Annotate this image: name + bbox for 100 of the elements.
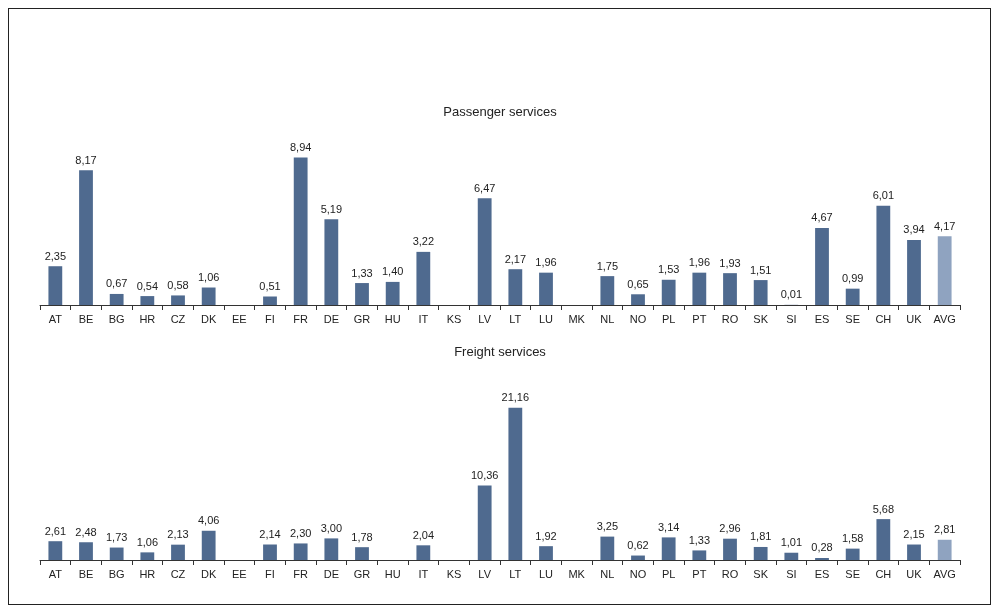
x-tick-label: PL: [661, 312, 676, 325]
x-tick-label: HU: [384, 567, 401, 580]
x-tick-label: PL: [661, 567, 676, 580]
x-tick-label: SI: [786, 312, 797, 325]
bar: [600, 536, 615, 560]
x-tick-label: HR: [139, 312, 156, 325]
data-label: 0,99: [841, 272, 864, 285]
bar: [937, 539, 952, 560]
data-label: 1,06: [197, 271, 220, 284]
data-label: 3,94: [903, 223, 925, 236]
bar: [324, 538, 339, 560]
bar: [815, 557, 829, 560]
bar: [48, 266, 63, 305]
bar: [477, 485, 492, 560]
x-tick-label: IT: [418, 312, 429, 325]
x-tick-label: NO: [629, 312, 647, 325]
x-tick-label: CZ: [170, 312, 186, 325]
data-label: 1,92: [535, 529, 557, 542]
x-tick-label: SE: [845, 567, 861, 580]
data-label: 1,75: [596, 259, 619, 272]
x-tick-label: HU: [384, 312, 401, 325]
bar: [723, 273, 737, 305]
x-tick-label: SK: [753, 312, 769, 325]
bar: [631, 294, 645, 305]
data-label: 2,48: [75, 525, 97, 538]
data-label: 1,53: [657, 263, 680, 276]
x-tick-label: ES: [814, 567, 830, 580]
x-tick-label: FI: [265, 312, 275, 325]
x-tick-label: LU: [538, 567, 554, 580]
bar: [477, 198, 492, 305]
bar: [140, 296, 155, 305]
x-tick-label: DE: [323, 312, 339, 325]
x-tick-label: KS: [446, 567, 462, 580]
bar: [539, 272, 553, 305]
data-label: 0,67: [105, 277, 128, 290]
x-tick-label: BG: [108, 567, 125, 580]
bar: [140, 552, 155, 560]
bar: [876, 519, 891, 560]
bar: [753, 280, 768, 305]
x-tick-label: NO: [629, 567, 647, 580]
data-label: 5,68: [872, 502, 895, 515]
data-label: 21,16: [501, 391, 530, 404]
x-tick-label: AT: [48, 567, 63, 580]
data-label: 2,30: [289, 526, 312, 539]
x-tick-label: UK: [906, 312, 923, 325]
x-tick-label: CH: [875, 312, 892, 325]
data-label: 2,35: [44, 249, 67, 262]
x-tick-label: BE: [78, 312, 94, 325]
data-label: 0,54: [136, 279, 159, 292]
x-tick-label: EE: [231, 567, 247, 580]
bar: [539, 546, 553, 560]
x-tick-label: ES: [814, 312, 830, 325]
data-label: 1,01: [780, 536, 803, 549]
bar: [263, 296, 277, 305]
data-label: 3,14: [657, 520, 680, 533]
bar: [48, 541, 63, 560]
data-label: 1,51: [749, 263, 772, 276]
bar: [293, 543, 308, 560]
data-label: 8,17: [75, 153, 97, 166]
x-tick-label: LV: [478, 567, 492, 580]
x-tick-label: RO: [721, 312, 739, 325]
bar: [661, 537, 676, 560]
bar: [876, 205, 891, 305]
x-tick-label: PT: [692, 312, 707, 325]
bar: [355, 547, 369, 560]
bar: [907, 239, 921, 305]
bar: [508, 407, 523, 560]
x-tick-label: AVG: [933, 312, 956, 325]
data-label: 5,19: [320, 202, 343, 215]
x-tick-label: KS: [446, 312, 462, 325]
x-tick-label: NL: [600, 567, 615, 580]
x-tick-label: SE: [845, 312, 861, 325]
x-tick-label: DK: [201, 312, 217, 325]
data-label: 1,06: [136, 535, 159, 548]
data-label: 0,65: [627, 277, 649, 290]
data-label: 3,00: [320, 521, 343, 534]
x-tick-label: BE: [78, 567, 94, 580]
data-label: 2,15: [903, 528, 925, 541]
bar: [385, 281, 400, 305]
bar: [201, 530, 216, 560]
bar: [907, 544, 921, 560]
x-tick-label: SK: [753, 567, 769, 580]
bar: [845, 288, 860, 305]
data-label: 2,04: [412, 528, 435, 541]
bar: [815, 227, 829, 305]
data-label: 1,93: [719, 256, 741, 269]
x-tick-label: LU: [538, 312, 554, 325]
data-label: 0,58: [167, 278, 189, 291]
bar: [416, 251, 431, 305]
data-label: 1,73: [105, 531, 128, 544]
data-label: 8,94: [289, 140, 312, 153]
bar: [201, 287, 216, 305]
bar: [631, 555, 645, 560]
x-tick-label: RO: [721, 567, 739, 580]
x-tick-label: MK: [568, 312, 586, 325]
data-label: 0,28: [811, 541, 833, 554]
x-tick-label: DK: [201, 567, 217, 580]
bar: [784, 552, 799, 560]
chart-title: Passenger services: [443, 104, 558, 119]
data-label: 0,51: [259, 280, 281, 293]
